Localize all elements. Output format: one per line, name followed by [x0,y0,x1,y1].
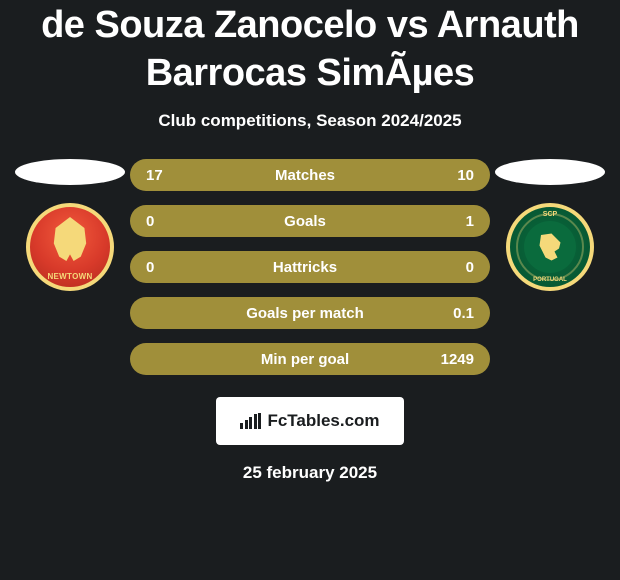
stat-right-value: 10 [429,167,474,184]
left-club-badge: NEWTOWN [26,203,114,291]
stat-row-min-per-goal: Min per goal 1249 [130,343,490,375]
stat-label: Matches [275,167,335,184]
bars-icon [240,413,261,429]
stats-column: 17 Matches 10 0 Goals 1 0 Hattricks 0 Go… [130,159,490,375]
right-player-col: SCP PORTUGAL [490,159,610,291]
stat-right-value: 1 [429,213,474,230]
brand-text: FcTables.com [267,411,379,431]
right-flag-oval [495,159,605,185]
stat-right-value: 1249 [429,351,474,368]
page-title: de Souza Zanocelo vs Arnauth Barrocas Si… [0,2,620,97]
stat-label: Hattricks [273,259,337,276]
stat-row-goals: 0 Goals 1 [130,205,490,237]
stat-label: Min per goal [261,351,349,368]
left-flag-oval [15,159,125,185]
left-player-col: NEWTOWN [10,159,130,291]
stat-left-value: 0 [146,213,181,230]
stat-row-matches: 17 Matches 10 [130,159,490,191]
stat-label: Goals [284,213,326,230]
brand-logo: FcTables.com [216,397,403,445]
stat-right-value: 0.1 [429,305,474,322]
comparison-content: NEWTOWN 17 Matches 10 0 Goals 1 0 Hattri… [0,159,620,375]
stat-label: Goals per match [246,305,364,322]
right-club-badge: SCP PORTUGAL [506,203,594,291]
stat-left-value: 0 [146,259,181,276]
right-club-bottom: PORTUGAL [533,277,567,283]
right-club-inner [524,221,576,273]
right-club-lion-icon [535,232,565,262]
right-club-top: SCP [543,211,557,218]
left-club-name: NEWTOWN [47,272,92,281]
stat-row-goals-per-match: Goals per match 0.1 [130,297,490,329]
stat-row-hattricks: 0 Hattricks 0 [130,251,490,283]
stat-left-value: 17 [146,167,181,184]
subtitle: Club competitions, Season 2024/2025 [158,111,461,131]
date-text: 25 february 2025 [243,463,377,483]
stat-right-value: 0 [429,259,474,276]
